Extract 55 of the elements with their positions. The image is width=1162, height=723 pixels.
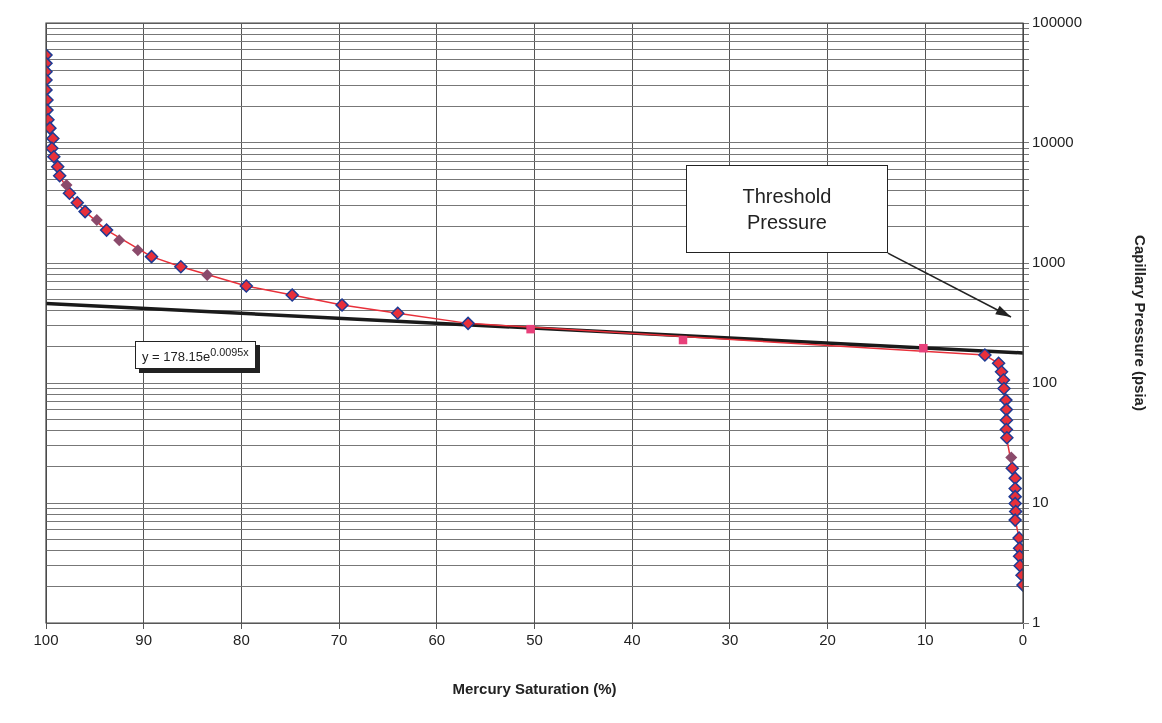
point [46,131,60,146]
point [390,306,405,321]
point [144,249,159,264]
x-tick-label: 50 [526,631,543,649]
point [526,324,535,334]
x-tick-label: 80 [233,631,250,649]
point [174,259,188,274]
annotation: y = 178.15e$^{0.0095x}$ [141,346,249,365]
point [99,223,114,237]
callout-box: Threshold Pressure [685,165,888,254]
point [90,214,103,227]
point [999,393,1013,407]
y-tick-label: 100 [1032,373,1058,391]
y-tick-label: 10000 [1032,133,1074,151]
point [1008,471,1022,485]
x-tick-label: 0 [1018,631,1028,649]
point [62,186,77,201]
point [70,195,85,210]
point [999,402,1014,417]
point [60,178,73,191]
x-tick-label: 30 [721,631,739,649]
point [1005,451,1018,464]
point [335,298,349,312]
y-tick-label: 100000 [1032,13,1083,31]
x-axis-title: Mercury Saturation (%) [452,680,617,698]
point [1005,461,1019,475]
y-tick-label: 10 [1032,493,1049,511]
point [52,168,67,183]
point [131,244,144,257]
point [1008,513,1022,527]
x-tick-label: 70 [330,631,348,649]
point [50,159,65,174]
x-tick-label: 60 [428,631,446,649]
x-tick-label: 10 [916,631,934,649]
annotation: Threshold Pressure [741,184,833,236]
point [919,343,928,353]
x-tick-label: 100 [33,631,59,649]
point [201,269,214,282]
point [991,356,1006,371]
point [999,413,1014,427]
point [239,279,254,293]
y-tick-label: 1000 [1032,253,1066,271]
point [1000,430,1014,445]
point [461,316,475,331]
point [978,348,992,362]
x-tick-label: 20 [819,631,836,649]
x-tick-label: 40 [623,631,641,649]
y-axis-title: Capillary Pressure (psia) [1131,235,1149,411]
point [997,381,1011,396]
y-tick-label: 1 [1032,613,1041,631]
point [47,149,61,164]
point [113,234,126,247]
point [78,204,92,219]
x-tick-label: 90 [135,631,153,649]
point [285,288,299,302]
